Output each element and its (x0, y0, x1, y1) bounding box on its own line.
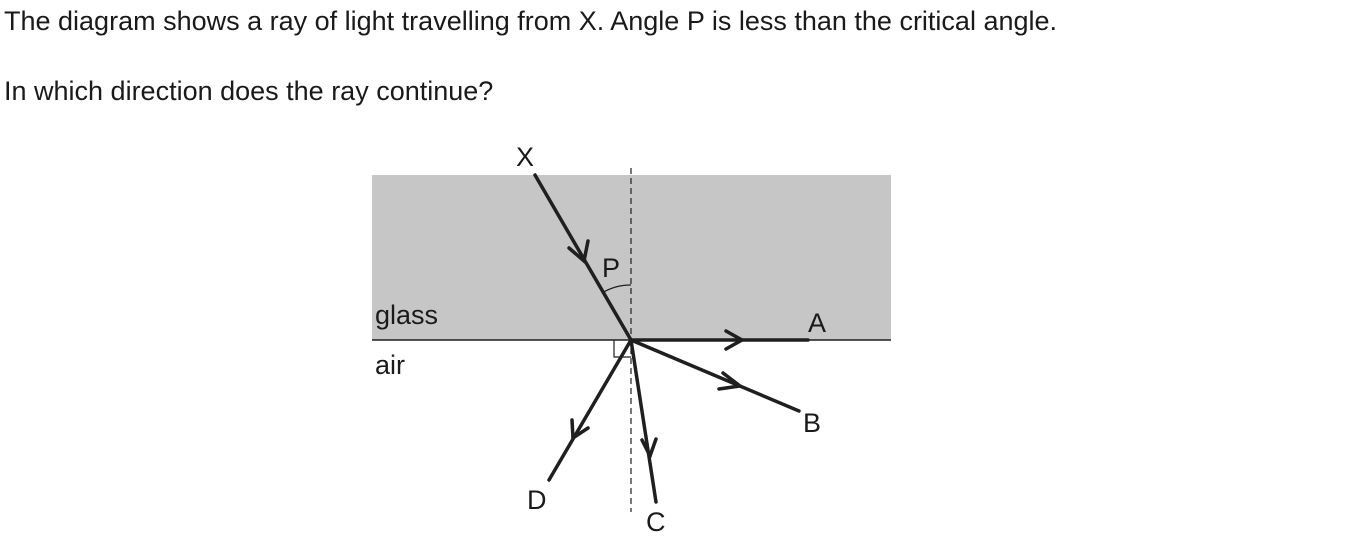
label-d: D (527, 485, 547, 515)
ray-d (547, 338, 633, 482)
label-x: X (516, 142, 534, 172)
label-p: P (602, 253, 620, 283)
ray-b-arrowhead (717, 371, 745, 391)
ray-c (629, 338, 658, 504)
label-glass: glass (375, 300, 438, 330)
ray-d-arrowhead (570, 418, 590, 442)
ray-c-arrowhead (640, 437, 658, 461)
question-line-1: The diagram shows a ray of light travell… (4, 6, 1058, 36)
right-angle-marker (613, 340, 631, 358)
question-line-2: In which direction does the ray continue… (4, 76, 494, 106)
incident-ray-arrowhead (567, 239, 590, 265)
label-air: air (375, 350, 405, 380)
ray-b (629, 338, 801, 413)
ray-a-arrowhead (724, 329, 746, 351)
label-a: A (808, 308, 826, 338)
label-c: C (646, 507, 666, 537)
label-b: B (803, 408, 821, 438)
